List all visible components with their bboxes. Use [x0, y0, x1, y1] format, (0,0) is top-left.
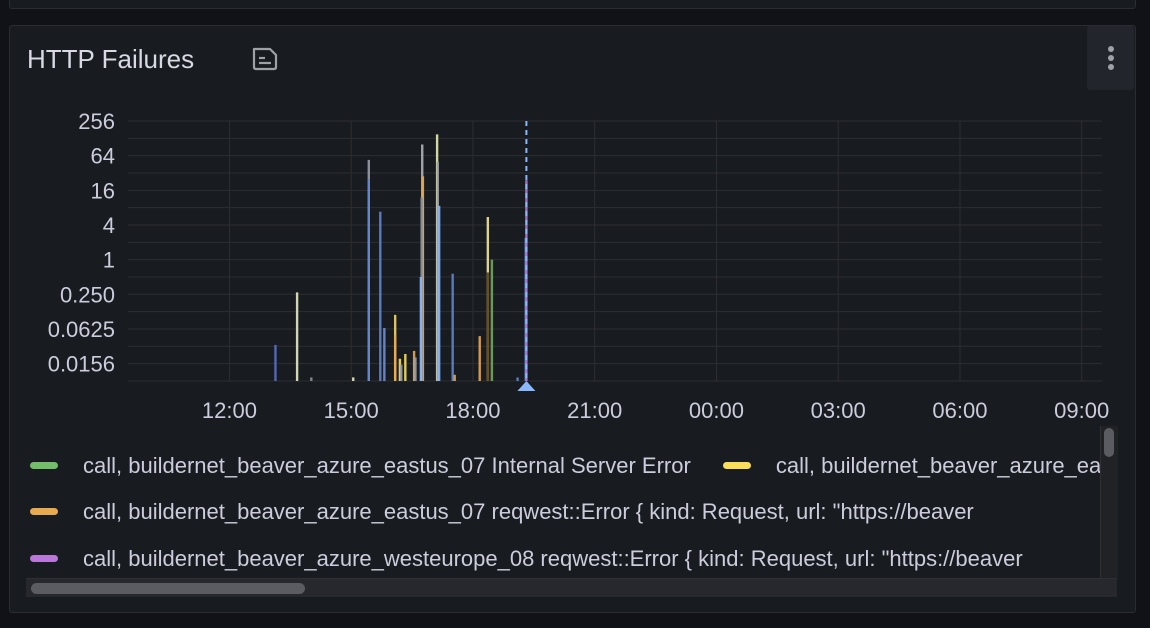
data-spike — [274, 344, 277, 381]
data-spike — [421, 176, 425, 381]
x-tick-label: 21:00 — [567, 398, 622, 423]
kebab-menu-icon — [1108, 64, 1114, 70]
y-tick-label: 0.0156 — [48, 352, 115, 377]
y-tick-label: 0.250 — [60, 282, 115, 307]
data-spike — [412, 350, 416, 381]
legend-label: call, buildernet_beaver_azure_eastus_07 … — [83, 452, 691, 478]
x-tick-label: 09:00 — [1054, 398, 1109, 423]
kebab-menu-icon — [1108, 55, 1114, 61]
x-tick-label: 00:00 — [689, 398, 744, 423]
y-tick-label: 64 — [91, 144, 115, 169]
data-spike — [404, 353, 407, 381]
legend-label: call, buildernet_beaver_azure_westeurope… — [83, 545, 1023, 571]
legend-horizontal-scrollbar[interactable] — [26, 578, 1117, 597]
data-spike — [393, 334, 397, 381]
series-color-swatch — [30, 462, 58, 469]
y-tick-label: 0.0625 — [48, 317, 115, 342]
data-spike — [490, 259, 494, 381]
data-spike — [478, 336, 481, 381]
data-spike — [367, 179, 370, 381]
data-spike — [516, 377, 519, 381]
series-color-swatch — [30, 555, 58, 562]
data-spike — [379, 211, 382, 381]
data-spike — [525, 180, 528, 381]
y-tick-label: 1 — [103, 248, 115, 273]
data-spike — [486, 272, 490, 381]
data-spike — [453, 374, 456, 381]
data-spike — [437, 205, 441, 381]
data-spike — [398, 358, 402, 381]
legend: call, buildernet_beaver_azure_eastus_07 … — [26, 430, 1101, 580]
legend-vertical-scrollbar[interactable] — [1100, 426, 1118, 578]
data-spike — [436, 161, 439, 381]
legend-item[interactable]: call, buildernet_beaver_azure_eastus_07 … — [26, 451, 691, 481]
annotation-marker-icon — [517, 381, 536, 391]
y-tick-label: 256 — [78, 109, 115, 134]
description-note-icon[interactable] — [250, 46, 280, 72]
data-spike — [310, 377, 313, 381]
panel-title: HTTP Failures — [27, 44, 195, 74]
legend-label: call, buildernet_beaver_azure_eastus_07 … — [83, 498, 974, 524]
legend-row: call, buildernet_beaver_azure_eastus_07 … — [26, 493, 996, 524]
previous-panel — [9, 0, 1136, 9]
data-spike — [295, 292, 299, 381]
http-failures-panel: HTTP Failures — [9, 25, 1136, 613]
data-spike — [451, 273, 454, 381]
series-color-swatch — [30, 508, 58, 515]
legend-label: call, buildernet_beaver_azure_eastus_07 … — [775, 452, 1101, 478]
y-tick-label: 4 — [103, 213, 115, 238]
y-tick-label: 16 — [91, 178, 115, 203]
scrollbar-thumb[interactable] — [31, 583, 305, 594]
x-tick-label: 15:00 — [324, 398, 379, 423]
series-color-swatch — [722, 462, 751, 469]
data-spike — [414, 357, 417, 381]
legend-item[interactable]: call, buildernet_beaver_azure_eastus_07 … — [26, 497, 974, 527]
x-tick-label: 06:00 — [932, 398, 987, 423]
data-spike — [400, 364, 403, 381]
x-tick-label: 12:00 — [202, 398, 257, 423]
legend-item[interactable]: call, buildernet_beaver_azure_westeurope… — [26, 544, 1023, 574]
data-spike — [419, 276, 423, 381]
panel-menu-button[interactable] — [1087, 26, 1134, 90]
data-spike — [383, 327, 386, 381]
x-tick-label: 03:00 — [811, 398, 866, 423]
legend-row: call, buildernet_beaver_azure_westeurope… — [26, 540, 1045, 571]
data-spike — [352, 377, 355, 381]
kebab-menu-icon — [1108, 46, 1114, 52]
scrollbar-thumb[interactable] — [1104, 428, 1114, 457]
legend-item[interactable]: call, buildernet_beaver_azure_eastus_07 … — [719, 451, 1101, 481]
x-tick-label: 18:00 — [445, 398, 500, 423]
legend-row: call, buildernet_beaver_azure_eastus_07 … — [26, 447, 1101, 478]
